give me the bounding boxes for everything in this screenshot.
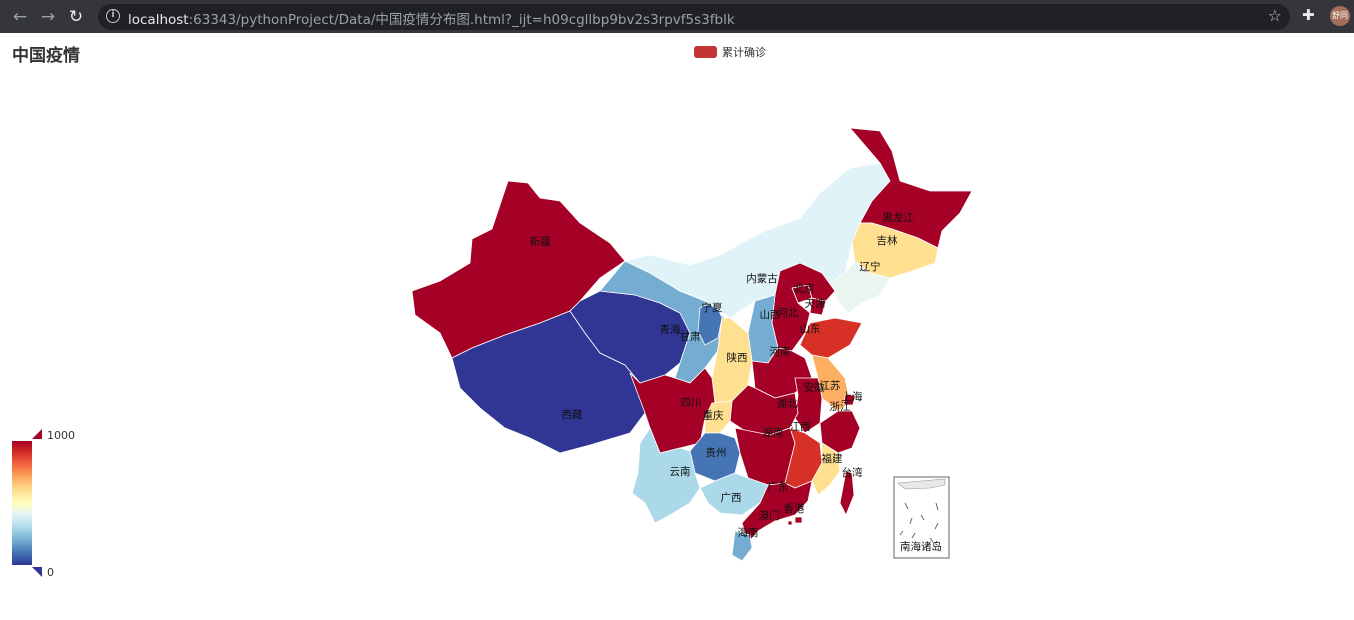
province-label: 江苏 bbox=[820, 379, 841, 392]
province-label: 上海 bbox=[842, 390, 863, 403]
back-icon[interactable]: ← bbox=[12, 7, 28, 27]
province-region[interactable] bbox=[799, 317, 863, 359]
address-url[interactable]: localhost:63343/pythonProject/Data/中国疫情分… bbox=[128, 8, 735, 28]
visual-map-max-label: 1000 bbox=[47, 429, 75, 442]
province-label: 广东 bbox=[768, 480, 789, 493]
nanhai-label: 南海诸岛 bbox=[900, 540, 942, 553]
province-label: 辽宁 bbox=[860, 260, 881, 273]
url-path: :63343/pythonProject/Data/中国疫情分布图.html?_… bbox=[188, 12, 735, 28]
province-label: 江西 bbox=[790, 421, 811, 433]
province-label: 福建 bbox=[822, 452, 843, 465]
province-label: 贵州 bbox=[706, 446, 727, 459]
chart-legend[interactable]: 累计确诊 bbox=[694, 44, 766, 60]
reload-icon[interactable]: ↻ bbox=[68, 7, 84, 27]
province-label: 云南 bbox=[670, 465, 691, 478]
extensions-puzzle-icon[interactable]: ✚ bbox=[1302, 6, 1315, 24]
province-label: 湖南 bbox=[763, 426, 784, 439]
province-label: 山东 bbox=[800, 322, 821, 335]
province-region[interactable] bbox=[729, 384, 799, 436]
province-region[interactable] bbox=[689, 432, 741, 482]
bookmark-star-icon[interactable]: ☆ bbox=[1267, 6, 1282, 25]
province-region[interactable] bbox=[731, 530, 753, 562]
visual-map-min-label: 0 bbox=[47, 566, 54, 579]
province-label: 澳门 bbox=[759, 509, 780, 522]
nanhai-inset: 南海诸岛 bbox=[893, 476, 950, 559]
province-region[interactable] bbox=[787, 520, 793, 526]
province-region[interactable] bbox=[794, 516, 803, 524]
province-label: 黑龙江 bbox=[882, 211, 914, 224]
province-label: 宁夏 bbox=[702, 301, 723, 314]
nanhai-coast bbox=[897, 478, 946, 490]
province-label: 甘肃 bbox=[680, 330, 701, 343]
province-label: 吉林 bbox=[877, 234, 898, 247]
nanhai-box bbox=[893, 476, 950, 559]
province-label: 香港 bbox=[784, 503, 805, 515]
browser-toolbar: ← → ↻ i localhost:63343/pythonProject/Da… bbox=[0, 0, 1354, 33]
province-label: 广西 bbox=[721, 492, 742, 504]
province-label: 新疆 bbox=[530, 235, 551, 248]
province-label: 台湾 bbox=[842, 466, 863, 479]
province-label: 青海 bbox=[660, 323, 681, 336]
profile-avatar[interactable]: 舒同 bbox=[1330, 6, 1350, 26]
province-label: 四川 bbox=[681, 397, 702, 409]
province-region[interactable] bbox=[811, 442, 841, 496]
province-label: 陕西 bbox=[727, 351, 748, 364]
province-region[interactable] bbox=[794, 377, 823, 434]
province-region[interactable] bbox=[851, 222, 939, 279]
legend-swatch bbox=[694, 46, 717, 58]
url-host: localhost bbox=[128, 12, 189, 28]
province-label: 内蒙古 bbox=[746, 272, 778, 285]
visual-map-gradient-bar[interactable] bbox=[12, 441, 32, 565]
visual-map-max-handle[interactable] bbox=[32, 429, 42, 439]
province-region[interactable] bbox=[839, 470, 855, 516]
legend-label: 累计确诊 bbox=[722, 46, 766, 59]
chart-title: 中国疫情 bbox=[12, 46, 80, 66]
province-label: 山西 bbox=[760, 309, 781, 321]
province-label: 浙江 bbox=[830, 401, 851, 413]
province-label: 北京 bbox=[794, 282, 815, 295]
province-label: 湖北 bbox=[777, 398, 798, 410]
info-icon[interactable]: i bbox=[106, 9, 120, 23]
province-label: 天津 bbox=[805, 298, 826, 310]
visual-map-min-handle[interactable] bbox=[32, 567, 42, 577]
province-label: 河北 bbox=[778, 307, 799, 319]
province-label: 西藏 bbox=[562, 409, 583, 421]
province-label: 海南 bbox=[738, 526, 759, 539]
province-label: 河南 bbox=[770, 345, 791, 358]
page-content: 中国疫情 累计确诊 1000 0 新疆西藏 青海 甘肃 宁夏 内蒙古 黑龙江吉林辽宁北京天… bbox=[0, 33, 1354, 620]
nanhai-dashes bbox=[899, 502, 939, 543]
province-label: 安徽 bbox=[804, 381, 825, 394]
province-region[interactable] bbox=[843, 394, 856, 406]
province-region[interactable] bbox=[631, 427, 701, 524]
address-bar[interactable]: i localhost:63343/pythonProject/Data/中国疫… bbox=[98, 4, 1290, 30]
province-label: 重庆 bbox=[703, 409, 724, 422]
forward-icon[interactable]: → bbox=[40, 7, 56, 27]
